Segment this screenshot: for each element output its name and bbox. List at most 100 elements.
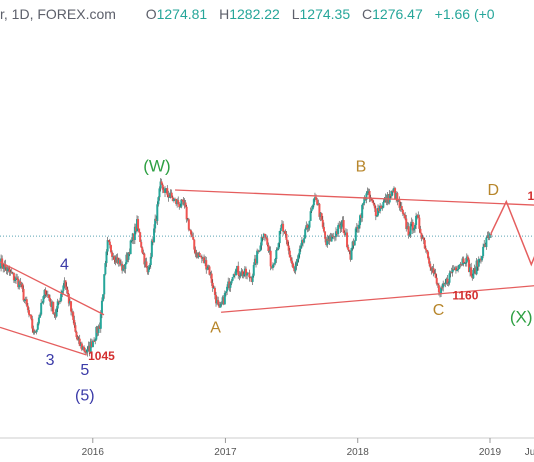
wave-label-4: 4: [60, 257, 69, 274]
candle-body: [462, 258, 465, 264]
candle-body: [279, 228, 282, 231]
trendline-triangle-lower[interactable]: [221, 285, 534, 313]
trendline-wave4-lower[interactable]: [0, 326, 87, 356]
candle-body: [178, 204, 181, 208]
candle-body: [456, 270, 459, 272]
candle-body: [382, 202, 385, 208]
candle-body: [326, 238, 329, 245]
candle-body: [150, 240, 153, 257]
candle-body: [158, 188, 161, 198]
candle-body: [367, 190, 370, 192]
candle-body: [188, 229, 191, 231]
candle-body: [9, 271, 12, 273]
candle-body: [332, 236, 335, 238]
candle-body: [200, 256, 203, 259]
candle-body: [354, 228, 357, 241]
candle-body: [177, 200, 180, 205]
candle-body: [445, 278, 448, 284]
candle-body: [183, 202, 186, 205]
candle-body: [294, 265, 297, 272]
candle-body: [33, 331, 36, 333]
candle-body: [79, 343, 82, 346]
candle-body: [115, 257, 118, 263]
candle-body: [53, 313, 56, 315]
candle-body: [313, 197, 316, 200]
candle-body: [432, 268, 435, 274]
candle-body: [304, 229, 307, 239]
candle-body: [317, 203, 320, 205]
candle-body: [340, 223, 343, 229]
candle-body: [91, 340, 94, 348]
candle-body: [54, 313, 57, 317]
candle-body: [454, 267, 457, 271]
candle-body: [348, 249, 351, 252]
candle-body: [401, 209, 404, 214]
candle-body: [238, 274, 241, 276]
candle-body: [122, 265, 125, 271]
candle-body: [310, 209, 313, 212]
candle-body: [442, 283, 445, 288]
candle-body: [98, 325, 101, 329]
candle-body: [44, 289, 47, 295]
candle-body: [32, 328, 35, 333]
candle-body: [22, 288, 25, 301]
candle-body: [204, 260, 207, 264]
candle-body: [201, 257, 204, 259]
candle-body: [242, 274, 245, 277]
candle-body: [351, 241, 354, 249]
candle-body: [321, 219, 324, 227]
candle-body: [105, 251, 108, 264]
candle-body: [486, 235, 489, 238]
candle-body: [86, 349, 89, 353]
candle-body: [134, 226, 137, 232]
candle-body: [129, 240, 132, 255]
candle-body: [262, 233, 265, 238]
high-value: 1282.22: [229, 6, 280, 22]
candle-body: [271, 264, 274, 268]
candle-body: [65, 286, 68, 290]
candle-body: [74, 325, 77, 332]
candle-body: [289, 257, 292, 261]
wave-label-1: B: [356, 158, 367, 175]
candle-body: [257, 250, 260, 252]
candle-body: [133, 226, 136, 240]
candle-body: [43, 289, 46, 297]
candle-body: [11, 272, 14, 274]
candle-body: [210, 273, 213, 283]
candle-body: [451, 269, 454, 273]
candle-body: [76, 337, 79, 341]
trendline-wave4-upper[interactable]: [0, 261, 105, 316]
candle-body: [227, 281, 230, 287]
symbol-label[interactable]: r, 1D, FOREX.com: [0, 6, 116, 22]
candle-body: [141, 247, 144, 253]
candle-body: [312, 199, 315, 206]
candle-body: [207, 266, 210, 268]
trendline-triangle-upper[interactable]: [175, 189, 534, 206]
candle-body: [396, 193, 399, 201]
candle-body: [21, 283, 24, 289]
candle-body: [297, 254, 300, 260]
candle-body: [10, 271, 13, 274]
candle-body: [478, 258, 481, 260]
candle-body: [169, 192, 172, 197]
ohlc-header: r, 1D, FOREX.com O1274.81 H1282.22 L1274…: [0, 6, 495, 26]
candle-body: [123, 265, 126, 269]
candle-body: [49, 297, 52, 302]
candle-body: [181, 199, 184, 201]
candle-body: [34, 331, 37, 333]
candle-body: [147, 267, 150, 273]
candle-body: [448, 273, 451, 283]
change-value: +1.66 (+0: [434, 6, 495, 22]
candle-body: [176, 200, 179, 204]
candle-body: [25, 299, 28, 306]
candle-body: [423, 240, 426, 249]
candle-body: [437, 285, 440, 293]
candle-body: [248, 272, 251, 278]
candle-body: [96, 326, 99, 333]
candle-body: [394, 188, 397, 200]
candle-body: [221, 297, 224, 304]
projection-path[interactable]: [490, 199, 534, 267]
candle-body: [71, 311, 74, 313]
